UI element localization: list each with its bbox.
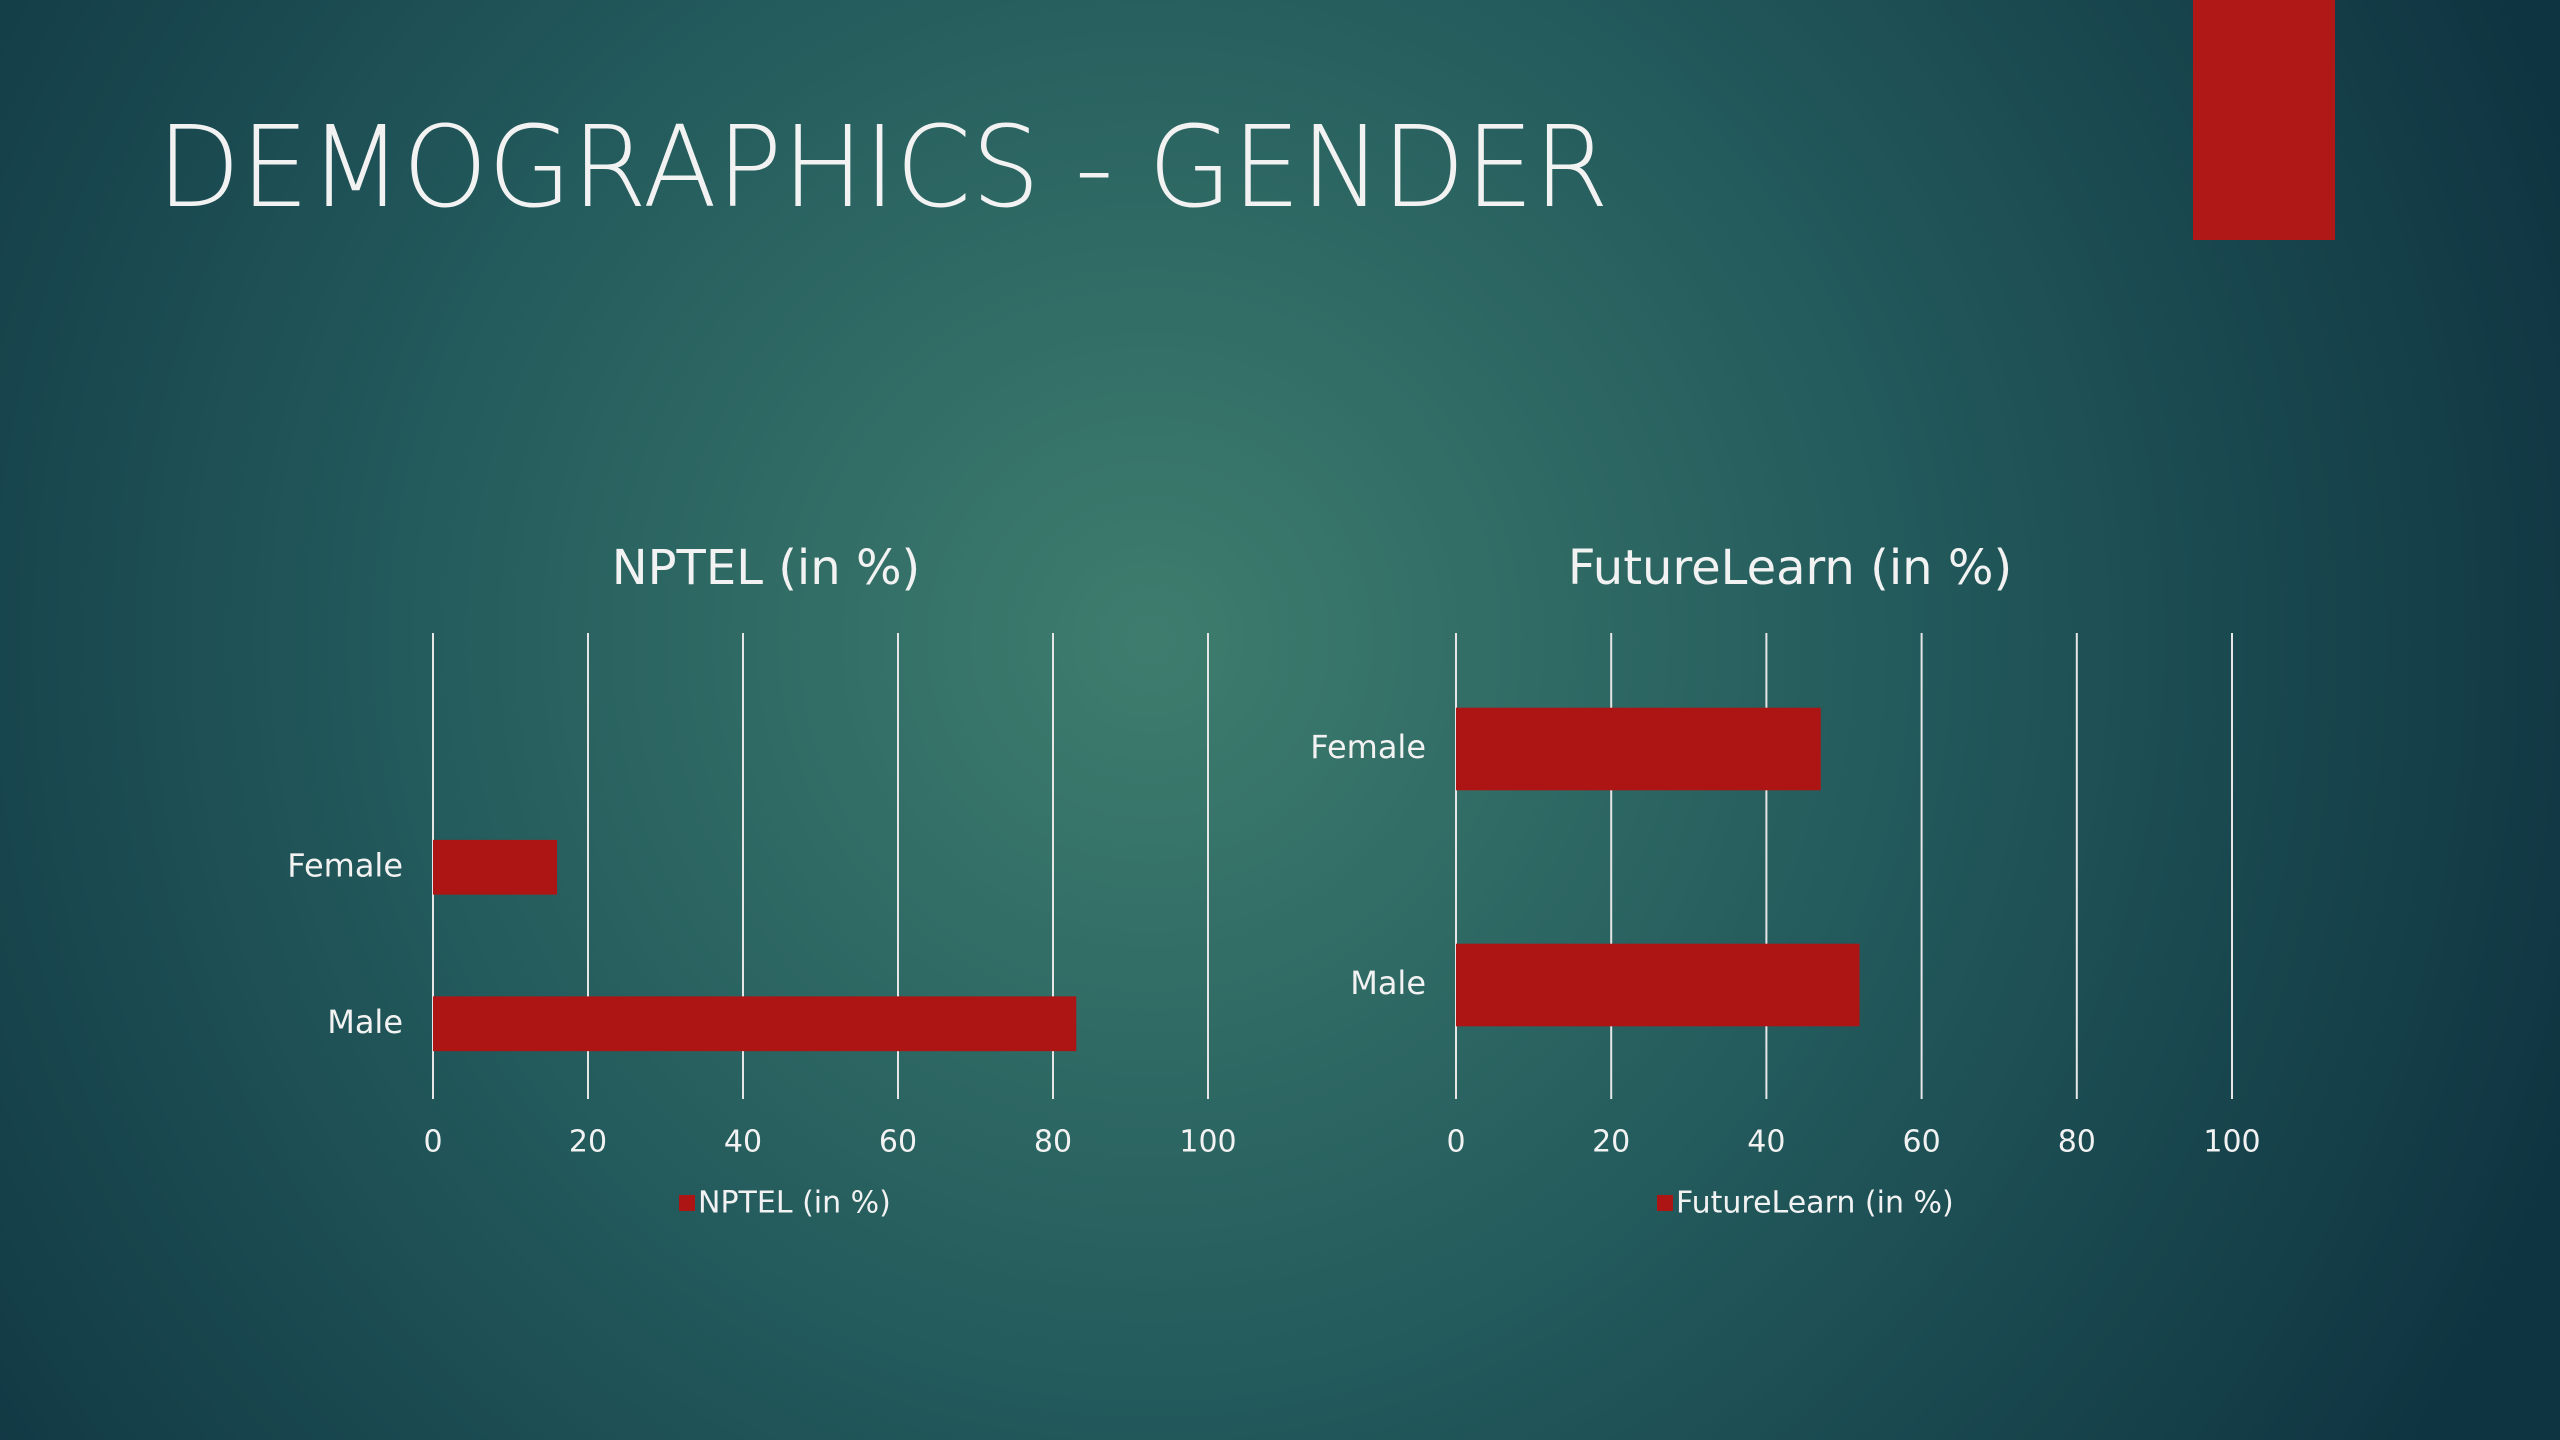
y-tick-label: Female: [1310, 728, 1426, 766]
bar: [433, 996, 1077, 1052]
slide-title: DEMOGRAPHICS - GENDER: [157, 103, 1609, 233]
x-tick-label: 100: [1179, 1125, 1236, 1160]
x-tick-label: 80: [1034, 1125, 1072, 1160]
chart-title: NPTEL (in %): [612, 540, 921, 596]
y-tick-label: Male: [327, 1003, 403, 1041]
x-tick-label: 80: [2058, 1125, 2096, 1160]
x-tick-label: 100: [2203, 1125, 2260, 1160]
y-tick-label: Female: [287, 846, 403, 884]
x-tick-label: 20: [1592, 1125, 1630, 1160]
y-tick-label: Male: [1350, 964, 1426, 1002]
legend-label: NPTEL (in %): [698, 1186, 891, 1221]
x-tick-label: 40: [1747, 1125, 1785, 1160]
bar: [1456, 707, 1821, 791]
chart-title: FutureLearn (in %): [1568, 540, 2012, 596]
x-tick-label: 0: [423, 1125, 442, 1160]
x-tick-label: 40: [724, 1125, 762, 1160]
x-tick-label: 60: [1903, 1125, 1941, 1160]
legend-label: FutureLearn (in %): [1676, 1186, 1954, 1221]
bar: [433, 839, 557, 895]
x-tick-label: 20: [569, 1125, 607, 1160]
bar: [1456, 943, 1860, 1027]
legend-swatch: [679, 1195, 695, 1211]
legend-swatch: [1657, 1195, 1673, 1211]
x-tick-label: 60: [879, 1125, 917, 1160]
x-tick-label: 0: [1446, 1125, 1465, 1160]
accent-bar: [2193, 0, 2335, 240]
